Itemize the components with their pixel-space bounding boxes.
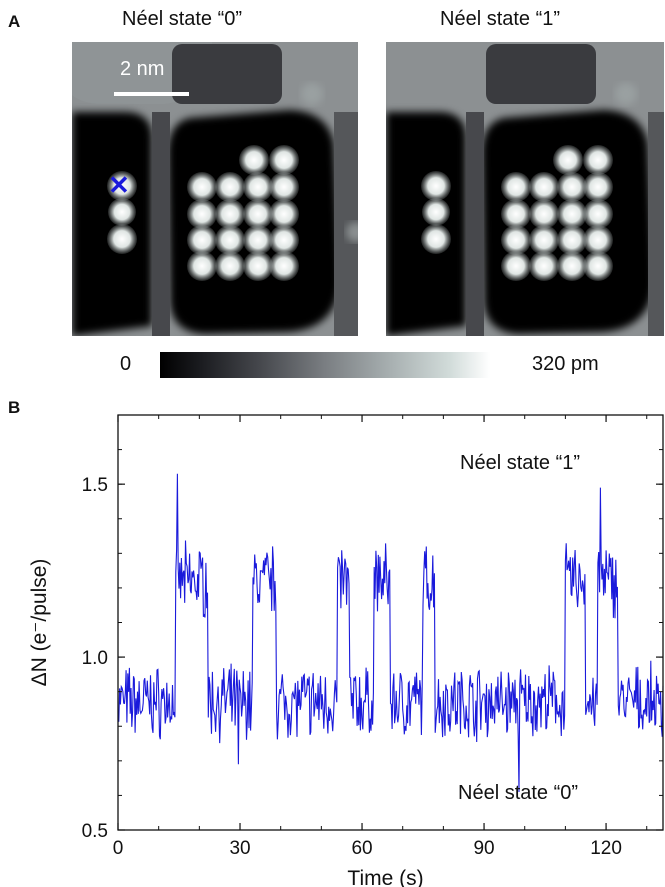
height-colorbar — [160, 352, 490, 378]
y-tick-label: 1.0 — [82, 648, 108, 669]
tip-position-marker: ✕ — [108, 170, 130, 200]
stm-image-state-1 — [386, 42, 664, 336]
x-tick-label: 30 — [229, 838, 250, 859]
right-image-title: Néel state “1” — [440, 8, 561, 30]
x-tick-label: 60 — [351, 838, 372, 859]
y-tick-label: 1.5 — [82, 475, 108, 496]
annotation-state-0: Néel state “0” — [458, 782, 578, 804]
plot-area — [117, 473, 664, 793]
left-image-title: Néel state “0” — [122, 8, 243, 30]
x-tick-label: 0 — [113, 838, 124, 859]
panel-b-letter: B — [8, 398, 21, 417]
x-axis-label: Time (s) — [347, 867, 423, 887]
y-axis-label: ΔN (e⁻/pulse) — [28, 559, 51, 687]
x-axis-ticks: 0 30 60 90 120 — [113, 415, 648, 859]
colorbar-min-label: 0 — [120, 353, 132, 375]
scale-bar-label: 2 nm — [120, 58, 165, 80]
delta-n-time-trace-chart: 0 30 60 90 120 0.5 1.0 1.5 Time (s) ΔN (e⁻/pul… — [28, 414, 664, 887]
x-tick-label: 90 — [473, 838, 494, 859]
y-axis-ticks: 0.5 1.0 1.5 — [82, 414, 663, 842]
panel-a-letter: A — [8, 12, 21, 31]
annotation-state-1: Néel state “1” — [460, 452, 580, 474]
stm-image-state-0: 2 nm ✕ — [72, 42, 358, 336]
colorbar-max-label: 320 pm — [532, 353, 599, 375]
series-line-delta-n — [117, 473, 664, 793]
x-tick-label: 120 — [590, 838, 622, 859]
y-tick-label: 0.5 — [82, 821, 108, 842]
